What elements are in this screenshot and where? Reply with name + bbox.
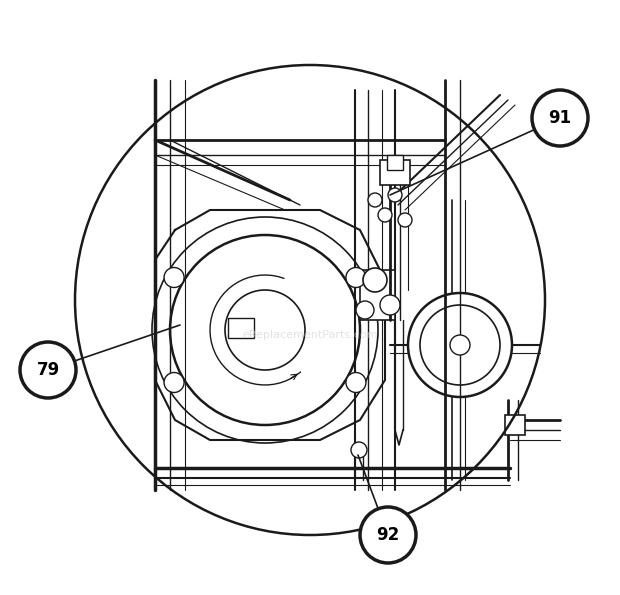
Circle shape [368,193,382,207]
Circle shape [20,342,76,398]
Circle shape [363,268,387,292]
Circle shape [388,188,402,202]
Circle shape [450,335,470,355]
Bar [228,318,254,338]
Bar [380,160,410,185]
Circle shape [346,372,366,393]
Text: 91: 91 [549,109,572,127]
Text: eReplacementParts.com: eReplacementParts.com [242,330,378,340]
Circle shape [380,295,400,315]
Circle shape [378,208,392,222]
Circle shape [164,372,184,393]
Bar [387,155,403,170]
Text: 92: 92 [376,526,400,544]
Bar [505,415,525,435]
Circle shape [532,90,588,146]
Bar [360,270,395,320]
Circle shape [164,268,184,287]
Circle shape [360,507,416,563]
Circle shape [346,268,366,287]
Text: 79: 79 [37,361,60,379]
Circle shape [356,301,374,319]
Circle shape [398,213,412,227]
Circle shape [351,442,367,458]
